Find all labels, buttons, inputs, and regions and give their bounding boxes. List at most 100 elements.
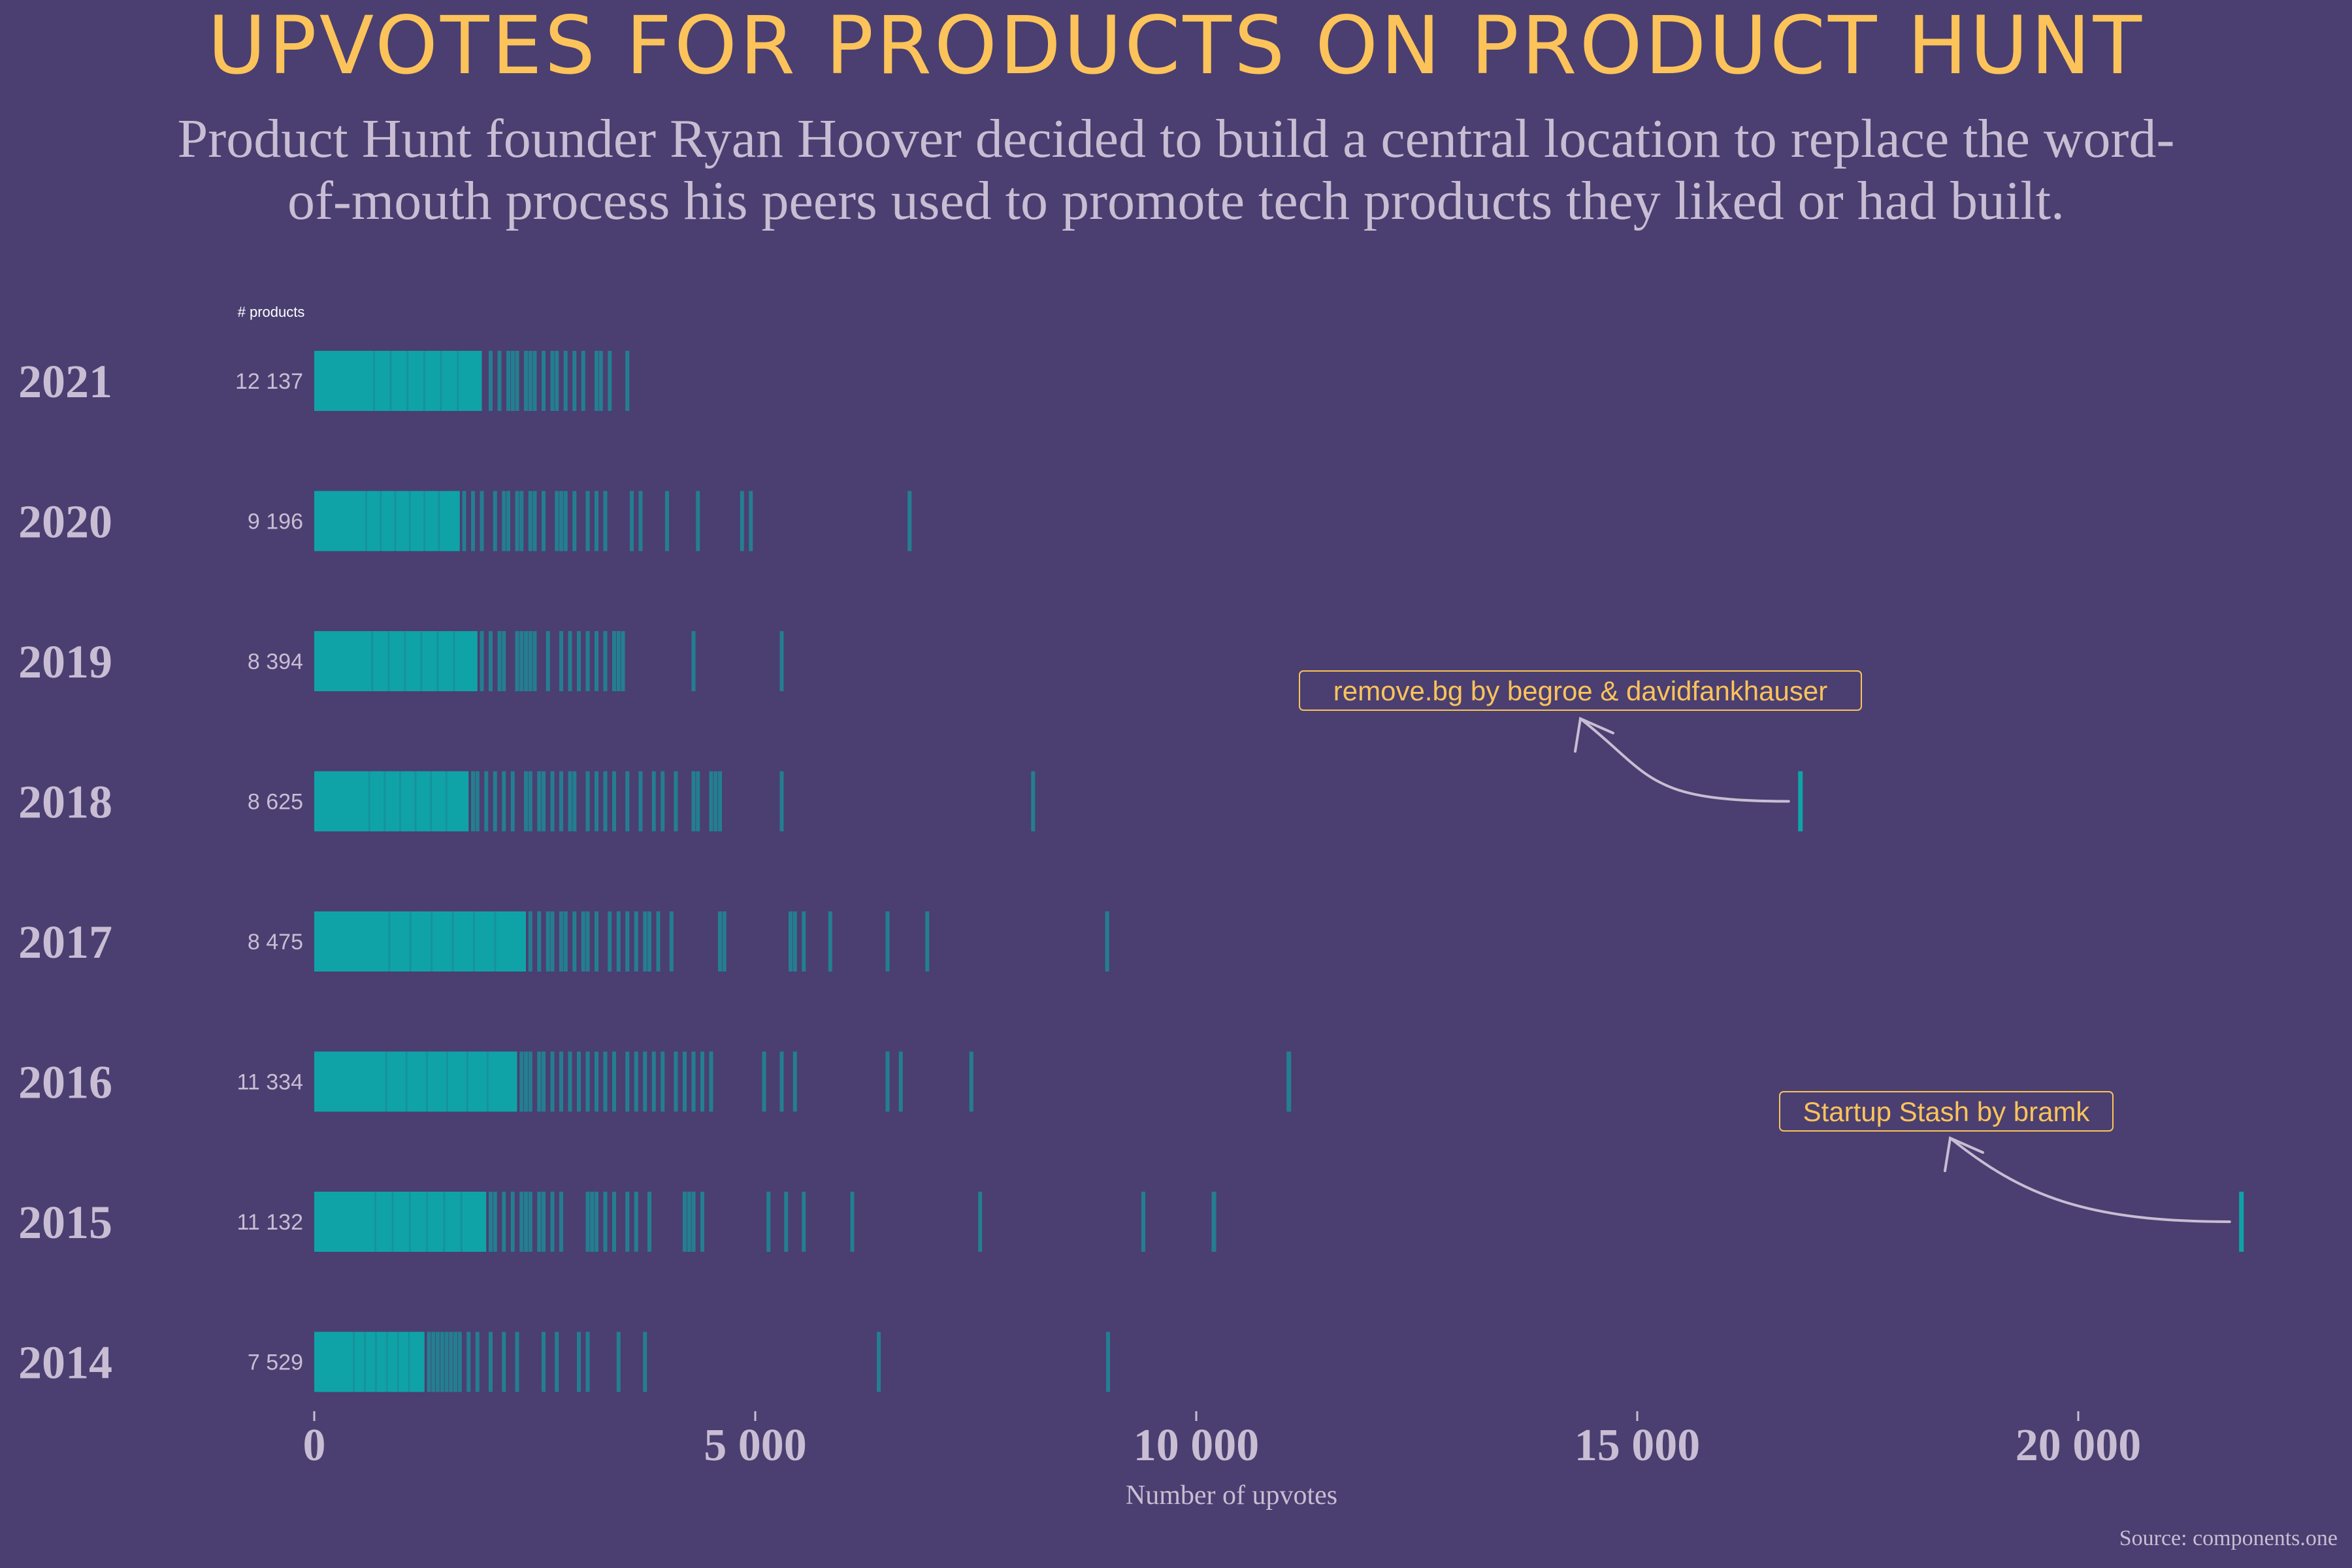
upvote-mark-2018-4 (502, 771, 506, 832)
strip-line (380, 491, 382, 551)
upvote-mark-2015-6 (528, 1192, 532, 1252)
strip-line (457, 351, 459, 411)
upvote-mark-2020-5 (506, 491, 510, 551)
upvote-mark-2015-29 (1211, 1192, 1217, 1252)
upvote-mark-2021-5 (524, 351, 528, 411)
upvote-mark-2017-21 (792, 911, 797, 972)
upvote-mark-2015-12 (590, 1192, 595, 1252)
year-label-2019: 2019 (18, 636, 112, 688)
product-count-2021: 12 137 (235, 369, 303, 394)
upvote-mark-2016-28 (969, 1051, 973, 1112)
upvote-mark-2016-21 (700, 1051, 704, 1112)
upvote-mark-2015-20 (687, 1192, 691, 1252)
upvote-mark-2020-17 (603, 491, 608, 551)
upvote-mark-2018-12 (568, 771, 572, 832)
upvote-mark-2015-22 (700, 1192, 704, 1252)
upvote-mark-2017-11 (616, 911, 621, 972)
upvote-mark-2018-5 (510, 771, 515, 832)
strip-line (374, 1331, 377, 1392)
upvote-mark-2020-4 (502, 491, 506, 551)
strip-line (423, 351, 425, 411)
upvote-mark-2017-8 (585, 911, 590, 972)
upvote-mark-2021-4 (515, 351, 519, 411)
upvote-mark-2019-3 (502, 631, 506, 691)
annotation-box-1 (1779, 1091, 2114, 1132)
upvote-mark-2018-27 (718, 771, 722, 832)
upvote-mark-2015-16 (625, 1192, 630, 1252)
upvote-mark-2020-21 (696, 491, 700, 551)
upvote-mark-2019-13 (585, 631, 590, 691)
upvote-mark-2021-10 (555, 351, 559, 411)
upvote-mark-2015-14 (603, 1192, 608, 1252)
dense-strip-2019 (314, 631, 478, 691)
upvote-mark-2015-15 (612, 1192, 616, 1252)
upvote-mark-2018-23 (691, 771, 696, 832)
year-label-2015: 2015 (18, 1196, 112, 1249)
x-tick-label-4: 20 000 (2016, 1420, 2142, 1471)
upvote-mark-2017-24 (885, 911, 890, 972)
strip-line (353, 1331, 355, 1392)
strip-line (425, 1051, 428, 1112)
strip-line (486, 1051, 489, 1112)
upvote-mark-2019-16 (612, 631, 616, 691)
upvote-mark-2016-23 (762, 1051, 766, 1112)
upvote-mark-2020-19 (638, 491, 643, 551)
upvote-mark-2015-7 (537, 1192, 542, 1252)
row-2015: 2015 11 132 (18, 1192, 2244, 1252)
upvote-mark-2021-6 (528, 351, 532, 411)
upvote-mark-2021-9 (550, 351, 555, 411)
year-label-2016: 2016 (18, 1056, 112, 1109)
upvote-mark-2017-23 (828, 911, 832, 972)
upvote-mark-2020-20 (665, 491, 669, 551)
x-axis: 0 5 000 10 000 15 000 20 000 (303, 1411, 2142, 1471)
upvote-mark-2020-8 (528, 491, 532, 551)
strip-line (408, 1331, 410, 1392)
strip-line (473, 911, 475, 972)
upvote-mark-2019-6 (524, 631, 528, 691)
upvote-mark-2016-27 (898, 1051, 903, 1112)
strip-line (372, 351, 375, 411)
upvote-mark-2014-13 (542, 1331, 546, 1392)
upvote-mark-2020-13 (563, 491, 568, 551)
count-column-header: # products (238, 304, 305, 320)
strip-line (446, 1051, 448, 1112)
upvote-mark-2014-8 (466, 1331, 471, 1392)
upvote-mark-2015-9 (550, 1192, 555, 1252)
dense-strip-2015 (314, 1192, 487, 1252)
upvote-mark-2014-17 (616, 1331, 621, 1392)
upvote-mark-2019-11 (568, 631, 572, 691)
upvote-mark-2017-5 (563, 911, 568, 972)
upvote-mark-2014-7 (457, 1331, 462, 1392)
upvote-mark-2016-7 (568, 1051, 572, 1112)
dense-strip-2017 (314, 911, 526, 972)
strip-line (430, 771, 433, 832)
upvote-mark-2020-12 (559, 491, 563, 551)
strip-line (368, 771, 370, 832)
upvote-mark-2015-8 (542, 1192, 546, 1252)
product-count-2014: 7 529 (248, 1350, 303, 1375)
strip-line (374, 1192, 377, 1252)
upvote-mark-2020-15 (585, 491, 590, 551)
strip-line (394, 491, 397, 551)
upvote-mark-2014-15 (577, 1331, 581, 1392)
upvote-mark-2015-0 (489, 1192, 493, 1252)
upvote-mark-2015-19 (683, 1192, 687, 1252)
upvote-mark-2015-18 (647, 1192, 651, 1252)
year-label-2014: 2014 (18, 1337, 112, 1389)
upvote-mark-2015-5 (524, 1192, 528, 1252)
upvote-mark-2017-13 (634, 911, 638, 972)
upvote-mark-2018-10 (550, 771, 555, 832)
upvote-mark-2016-6 (559, 1051, 563, 1112)
upvote-mark-2016-29 (1286, 1051, 1292, 1112)
strip-line (431, 911, 433, 972)
upvote-mark-2020-24 (907, 491, 912, 551)
upvote-mark-2017-7 (581, 911, 585, 972)
strip-line (397, 1331, 399, 1392)
upvote-mark-2015-10 (559, 1192, 563, 1252)
strip-line (423, 491, 426, 551)
strip-line (451, 911, 454, 972)
upvote-mark-2015-21 (691, 1192, 696, 1252)
upvote-mark-2016-16 (651, 1051, 656, 1112)
upvote-mark-2017-25 (925, 911, 930, 972)
upvote-mark-2016-13 (625, 1051, 630, 1112)
